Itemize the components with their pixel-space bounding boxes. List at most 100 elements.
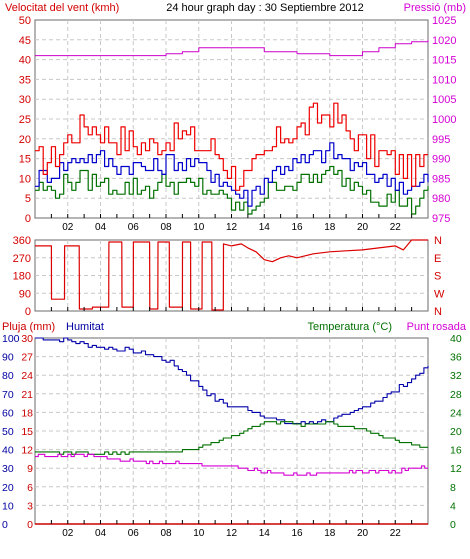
climate-x-tick-label: 22 (390, 528, 402, 539)
pressure-y-tick-label: 1015 (432, 55, 456, 67)
wind-y-tick-label: 15 (19, 154, 31, 166)
minimum-wind-series-line (35, 165, 429, 215)
rain-y-tick-label: 24 (21, 370, 33, 382)
rain-axis-title: Pluja (mm) (2, 321, 55, 333)
wind-x-tick-label: 10 (193, 222, 205, 233)
climate-x-tick-label: 16 (291, 528, 303, 539)
rain-y-tick-label: 21 (21, 389, 33, 401)
humidity-y-tick-label: 30 (2, 463, 14, 475)
direction-y-tick-label: 360 (13, 235, 31, 247)
dew-point-series-line (35, 453, 428, 476)
chart-title: 24 hour graph day : 30 Septiembre 2012 (166, 2, 364, 14)
pressure-y-tick-label: 975 (432, 213, 450, 225)
pressure-y-tick-label: 980 (432, 193, 450, 205)
temperature-y-tick-label: 32 (450, 370, 462, 382)
wind-x-tick-label: 12 (226, 222, 238, 233)
climate-x-tick-label: 06 (128, 528, 140, 539)
humidity-axis-title: Humitat (66, 321, 104, 333)
humidity-y-tick-label: 50 (2, 426, 14, 438)
rain-y-tick-label: 0 (27, 519, 33, 531)
compass-y-tick-label: N (434, 235, 442, 247)
temperature-axis-title: Temperatura (°C) (308, 321, 392, 333)
temperature-y-tick-label: 12 (450, 463, 462, 475)
pressure-y-tick-label: 1010 (432, 74, 456, 86)
temperature-y-tick-label: 16 (450, 445, 462, 457)
humidity-y-tick-label: 70 (2, 389, 14, 401)
climate-x-tick-label: 12 (226, 528, 238, 539)
pressure-y-tick-label: 985 (432, 173, 450, 185)
rain-y-tick-label: 18 (21, 407, 33, 419)
pressure-y-tick-label: 995 (432, 134, 450, 146)
temperature-y-tick-label: 0 (450, 519, 456, 531)
temperature-y-tick-label: 8 (450, 482, 456, 494)
climate-x-tick-label: 14 (259, 528, 271, 539)
wind-y-tick-label: 5 (25, 193, 31, 205)
wind-y-tick-label: 40 (19, 55, 31, 67)
humidity-y-tick-label: 90 (2, 352, 14, 364)
climate-x-tick-label: 04 (95, 528, 107, 539)
humidity-y-tick-label: 60 (2, 407, 14, 419)
temperature-series-line (35, 421, 428, 455)
wind-y-tick-label: 30 (19, 94, 31, 106)
humidity-y-tick-label: 40 (2, 445, 14, 457)
climate-x-tick-label: 18 (324, 528, 336, 539)
compass-y-tick-label: N (434, 306, 442, 318)
wind-x-tick-label: 18 (324, 222, 336, 233)
humidity-y-tick-label: 20 (2, 482, 14, 494)
pressure-series-line (35, 39, 429, 57)
temperature-y-tick-label: 28 (450, 389, 462, 401)
wind-y-tick-label: 50 (19, 15, 31, 27)
wind-x-tick-label: 14 (259, 222, 271, 233)
climate-x-tick-label: 02 (62, 528, 74, 539)
climate-x-tick-label: 08 (160, 528, 172, 539)
climate-x-tick-label: 10 (193, 528, 205, 539)
wind-y-tick-label: 35 (19, 74, 31, 86)
direction-y-tick-label: 0 (25, 306, 31, 318)
rain-y-tick-label: 3 (27, 500, 33, 512)
wind-y-tick-label: 0 (25, 213, 31, 225)
humidity-y-tick-label: 80 (2, 370, 14, 382)
pressure-axis-title: Pressió (mb) (404, 2, 466, 14)
rain-y-tick-label: 30 (21, 333, 33, 345)
rain-y-tick-label: 9 (27, 463, 33, 475)
wind-x-tick-label: 06 (128, 222, 140, 233)
direction-y-tick-label: 180 (13, 271, 31, 283)
pressure-y-tick-label: 990 (432, 154, 450, 166)
compass-y-tick-label: S (434, 271, 441, 283)
compass-y-tick-label: W (434, 288, 445, 300)
wind-x-tick-label: 08 (160, 222, 172, 233)
wind-y-tick-label: 45 (19, 35, 31, 47)
direction-y-tick-label: 90 (19, 288, 31, 300)
average-wind-series-line (35, 142, 429, 207)
wind-x-tick-label: 16 (291, 222, 303, 233)
rain-y-tick-label: 27 (21, 352, 33, 364)
climate-x-tick-label: 20 (357, 528, 369, 539)
rain-y-tick-label: 6 (27, 482, 33, 494)
compass-y-tick-label: E (434, 253, 441, 265)
pressure-y-tick-label: 1020 (432, 35, 456, 47)
wind-y-tick-label: 10 (19, 173, 31, 185)
wind-x-tick-label: 22 (390, 222, 402, 233)
rain-y-tick-label: 15 (21, 426, 33, 438)
pressure-y-tick-label: 1005 (432, 94, 456, 106)
temperature-y-tick-label: 20 (450, 426, 462, 438)
temperature-y-tick-label: 36 (450, 352, 462, 364)
wind-x-tick-label: 20 (357, 222, 369, 233)
pressure-y-tick-label: 1000 (432, 114, 456, 126)
pressure-y-tick-label: 1025 (432, 15, 456, 27)
dew-point-axis-title: Punt rosada (407, 321, 467, 333)
humidity-y-tick-label: 10 (2, 500, 14, 512)
direction-y-tick-label: 270 (13, 253, 31, 265)
temperature-y-tick-label: 40 (450, 333, 462, 345)
wind-y-tick-label: 25 (19, 114, 31, 126)
wind-direction-series-line (35, 239, 428, 311)
temperature-y-tick-label: 24 (450, 407, 462, 419)
wind-y-tick-label: 20 (19, 134, 31, 146)
gust-series-line (35, 102, 428, 191)
temperature-y-tick-label: 4 (450, 500, 456, 512)
humidity-y-tick-label: 0 (2, 519, 8, 531)
wind-x-tick-label: 04 (95, 222, 107, 233)
humidity-series-line (35, 337, 429, 425)
humidity-y-tick-label: 100 (2, 333, 20, 345)
